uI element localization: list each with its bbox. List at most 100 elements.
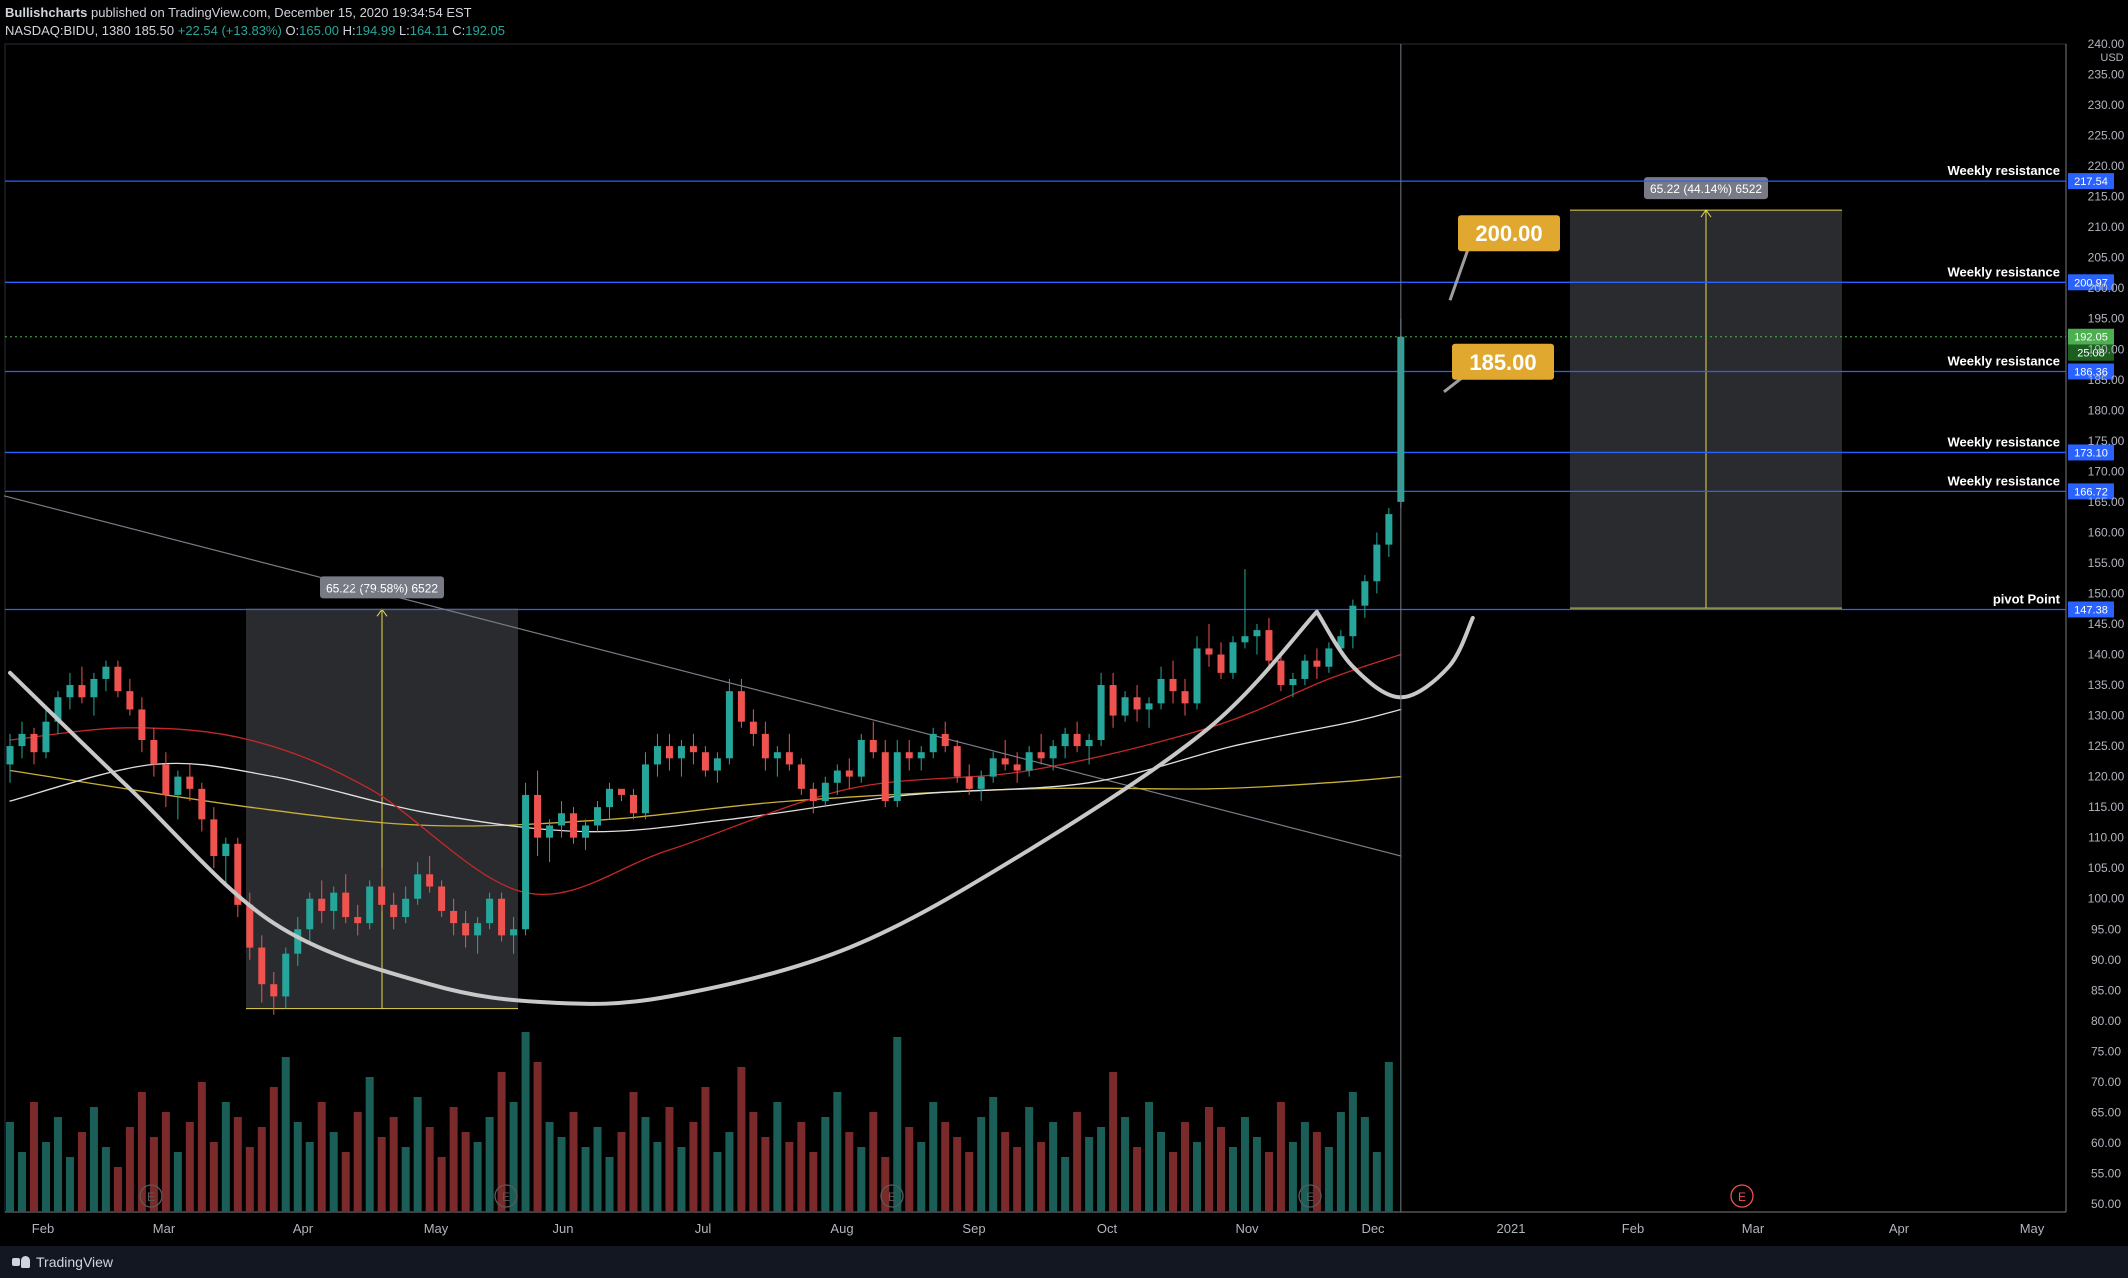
candle-body xyxy=(857,740,865,777)
candle-body xyxy=(378,886,386,905)
candle-body xyxy=(1025,752,1033,771)
candle-body xyxy=(330,892,338,911)
volume-bar xyxy=(929,1102,938,1212)
volume-bar xyxy=(965,1152,974,1212)
resistance-level: Weekly resistance 217.54 xyxy=(5,163,2114,190)
price-tick-label: 85.00 xyxy=(2091,983,2121,997)
candle xyxy=(150,727,158,777)
low-value: 164.11 xyxy=(409,23,449,38)
candle xyxy=(689,733,697,765)
volume-bar xyxy=(137,1092,146,1212)
level-price-text: 147.38 xyxy=(2074,604,2108,616)
candle xyxy=(426,856,434,893)
volume-bar xyxy=(725,1132,734,1212)
candle-body xyxy=(941,733,949,747)
price-tick-label: 165.00 xyxy=(2088,495,2125,509)
price-tick-label: 140.00 xyxy=(2088,648,2125,662)
volume-bar xyxy=(233,1117,242,1212)
price-tick-label: 210.00 xyxy=(2088,220,2125,234)
measure-box: 65.22 (79.58%) 6522 xyxy=(246,576,518,1010)
tradingview-logo[interactable]: TradingView xyxy=(12,1254,113,1270)
price-tick-label: 150.00 xyxy=(2088,586,2125,600)
candle-body xyxy=(821,782,829,802)
measure-arrowhead xyxy=(1700,209,1712,218)
price-tick-label: 100.00 xyxy=(2088,892,2125,906)
candle xyxy=(701,746,709,777)
volume-bar xyxy=(1169,1152,1178,1212)
candle xyxy=(270,972,278,1015)
candle xyxy=(965,764,973,795)
price-tick-label: 225.00 xyxy=(2088,129,2125,143)
level-price-text: 200.97 xyxy=(2074,277,2108,289)
price-callout: 185.00 xyxy=(1443,343,1554,393)
candle xyxy=(474,917,482,954)
earnings-marker: E xyxy=(1730,1184,1754,1208)
candle-body xyxy=(150,740,158,765)
level-price-tag xyxy=(2068,444,2114,461)
callout-text: 185.00 xyxy=(1469,350,1536,375)
volume-bar xyxy=(1205,1107,1213,1212)
ohlc-line: NASDAQ:BIDU, 1380 185.50 +22.54 (+13.83%… xyxy=(5,22,505,40)
candle xyxy=(510,917,518,954)
candle xyxy=(1181,678,1189,716)
current-price-text: 192.05 xyxy=(2074,332,2108,344)
measure-label-bg xyxy=(1644,177,1768,200)
volume-bar xyxy=(341,1152,350,1212)
footer-bar: TradingView xyxy=(0,1246,2128,1278)
candle xyxy=(653,733,661,777)
candle-body xyxy=(366,886,374,924)
volume-bar xyxy=(749,1112,758,1212)
volume-bar xyxy=(605,1157,614,1212)
candle xyxy=(881,740,889,808)
candle-body xyxy=(665,746,673,759)
candle-body xyxy=(162,764,170,795)
volume-bar xyxy=(665,1107,674,1212)
candle xyxy=(1229,636,1237,679)
earnings-circle xyxy=(494,1184,518,1208)
volume-bar xyxy=(761,1137,770,1212)
candle-body xyxy=(438,886,446,911)
time-tick-label: 2021 xyxy=(1497,1221,1526,1236)
volume-bar xyxy=(869,1112,878,1212)
candle-body xyxy=(30,733,38,753)
volume-bar xyxy=(1276,1102,1285,1212)
candle xyxy=(114,660,122,698)
candle-body xyxy=(1193,648,1201,704)
volume-bar xyxy=(1025,1107,1034,1212)
candle xyxy=(594,801,602,832)
candle-body xyxy=(1097,685,1105,740)
candle-body xyxy=(1229,642,1237,673)
candle xyxy=(66,672,74,710)
time-tick-label: Apr xyxy=(293,1221,314,1236)
candle-body xyxy=(606,788,613,808)
volume-bar xyxy=(17,1152,26,1212)
price-tick-label: 155.00 xyxy=(2088,556,2125,570)
volume-bar xyxy=(701,1087,710,1212)
price-tick-label: 235.00 xyxy=(2088,68,2125,82)
candle xyxy=(1169,660,1177,704)
volume-bar xyxy=(101,1147,110,1212)
candle xyxy=(1253,624,1261,655)
candle-body xyxy=(186,776,194,789)
candle xyxy=(42,709,50,759)
candle xyxy=(210,807,218,869)
level-price-tag xyxy=(2068,274,2114,291)
candle-body xyxy=(953,746,961,777)
candle xyxy=(737,678,745,728)
level-label: pivot Point xyxy=(1993,591,2061,606)
volume-bar xyxy=(545,1122,554,1212)
chart-header: Bullishcharts published on TradingView.c… xyxy=(5,4,505,40)
candle xyxy=(234,837,242,918)
time-tick-label: May xyxy=(2020,1221,2045,1236)
publisher-name[interactable]: Bullishcharts xyxy=(5,5,88,20)
volume-bar xyxy=(185,1122,194,1212)
level-label: Weekly resistance xyxy=(1948,473,2061,488)
candle-body xyxy=(1349,605,1357,637)
symbol-label[interactable]: NASDAQ:BIDU, 1380 xyxy=(5,23,131,38)
candle xyxy=(354,904,362,936)
candle-body xyxy=(42,721,50,753)
volume-bar xyxy=(353,1112,362,1212)
candle xyxy=(522,782,530,936)
candle xyxy=(54,691,62,734)
